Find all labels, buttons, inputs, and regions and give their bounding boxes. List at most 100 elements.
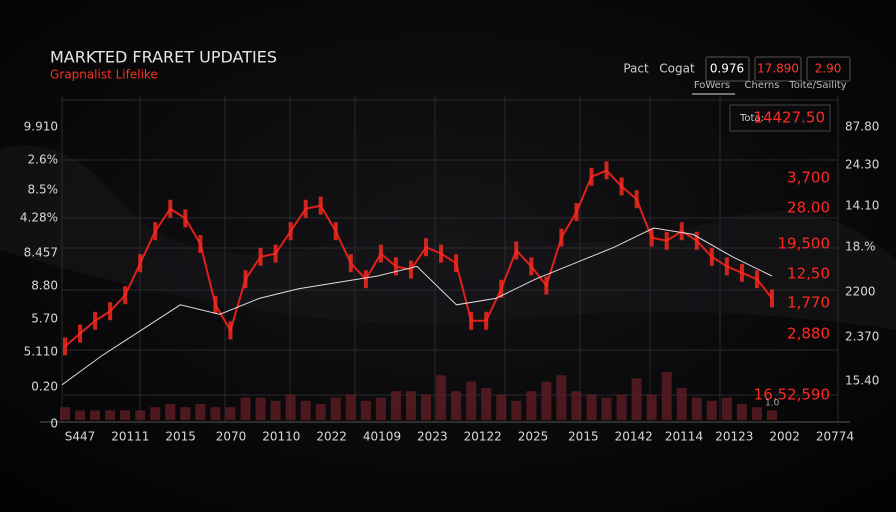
x-axis-label: 20142 xyxy=(615,430,653,444)
right-axis-label: 15.40 xyxy=(845,374,879,388)
candle xyxy=(679,222,684,241)
button-frame[interactable] xyxy=(754,56,802,82)
x-axis-label: 20114 xyxy=(665,430,703,444)
price-label: 16,52,590 xyxy=(754,386,830,404)
x-axis-label: 2015 xyxy=(568,430,599,444)
left-axis-label: 9.910 xyxy=(24,120,58,134)
left-axis-label: 0.20 xyxy=(31,380,58,394)
volume-bar xyxy=(496,394,507,420)
candle xyxy=(649,228,654,247)
volume-bar xyxy=(210,407,221,420)
candle xyxy=(604,161,609,180)
price-label: 28.00 xyxy=(787,199,830,217)
x-axis-label: S447 xyxy=(65,430,96,444)
candle xyxy=(243,270,248,289)
right-axis-label: 2200 xyxy=(845,285,876,299)
volume-bar xyxy=(240,397,251,420)
button-frame[interactable] xyxy=(806,56,851,82)
candle xyxy=(348,254,353,273)
candle xyxy=(213,295,218,314)
volume-bar xyxy=(285,394,296,420)
total-value: 14427.50 xyxy=(753,109,825,127)
x-axis-label: 20122 xyxy=(464,430,502,444)
candle xyxy=(318,196,323,215)
volume-bar xyxy=(541,381,552,420)
x-axis-label: 2002 xyxy=(769,430,800,444)
price-label: 2,880 xyxy=(787,325,830,343)
candle xyxy=(664,231,669,250)
left-axis-label: 8.80 xyxy=(31,279,58,293)
volume-bar xyxy=(556,375,567,420)
title: MARKTED FRARET UPDATIES xyxy=(50,48,277,67)
toolbar-tab: Toite/Saility xyxy=(788,80,846,91)
candle xyxy=(138,254,143,273)
volume-bar xyxy=(466,381,477,420)
candle xyxy=(469,311,474,330)
candle xyxy=(739,263,744,282)
right-axis-label: 87.80 xyxy=(845,120,879,134)
candle xyxy=(619,177,624,196)
volume-bar xyxy=(300,400,311,420)
volume-bar xyxy=(90,410,101,420)
right-axis-label: 24.30 xyxy=(845,158,879,172)
candle xyxy=(168,199,173,218)
volume-bar xyxy=(120,410,131,420)
volume-bar xyxy=(751,407,762,420)
candle xyxy=(198,235,203,253)
toolbar-item: Pact xyxy=(623,62,649,76)
volume-bar xyxy=(571,391,582,420)
volume-bar xyxy=(225,407,236,420)
x-axis-label: 2015 xyxy=(165,430,196,444)
volume-bar xyxy=(691,397,702,420)
candle xyxy=(454,254,459,273)
price-label: 1,770 xyxy=(787,294,830,312)
candle xyxy=(258,247,263,266)
volume-bar xyxy=(481,388,492,420)
button-frame[interactable] xyxy=(705,56,750,82)
x-axis-label: 20774 xyxy=(816,430,854,444)
candle xyxy=(93,311,98,330)
candle xyxy=(709,247,714,266)
price-label: 19,500 xyxy=(778,235,831,253)
volume-bar xyxy=(345,394,356,420)
volume-bar xyxy=(75,410,86,420)
left-axis-label: 8.5% xyxy=(28,183,59,197)
candle xyxy=(108,302,113,321)
candle xyxy=(499,279,504,298)
candle xyxy=(153,222,158,241)
candle xyxy=(439,244,444,263)
candle xyxy=(589,167,594,186)
volume-bar xyxy=(135,410,146,420)
x-axis-label: 20110 xyxy=(262,430,300,444)
toolbar-item: 2.90 xyxy=(815,62,842,76)
candle xyxy=(754,270,759,289)
volume-bar xyxy=(451,391,462,420)
x-axis-label: 2070 xyxy=(216,430,247,444)
price-label: 3,700 xyxy=(787,169,830,187)
candle xyxy=(78,324,83,343)
toolbar-tab: Cherns xyxy=(745,80,780,91)
candle xyxy=(183,209,188,228)
candle xyxy=(574,203,579,221)
volume-bar xyxy=(601,397,612,420)
volume-bar xyxy=(436,375,447,420)
volume-bar xyxy=(405,391,416,420)
volume-bar xyxy=(255,397,266,420)
toolbar-item: Cogat xyxy=(659,62,695,76)
total-box xyxy=(729,104,831,132)
volume-bar xyxy=(150,407,161,420)
candle xyxy=(123,286,128,305)
volume-bar xyxy=(180,407,191,420)
volume-bar xyxy=(105,410,116,420)
candle xyxy=(408,260,413,279)
volume-bar xyxy=(586,394,597,420)
subtitle: Grapnalist Lifelike xyxy=(50,68,158,82)
x-axis-label: 20123 xyxy=(715,430,753,444)
x-axis-label: 40109 xyxy=(363,430,401,444)
volume-bar xyxy=(721,397,732,420)
volume-bar xyxy=(390,391,401,420)
candle xyxy=(378,244,383,263)
right-axis-label: 2.370 xyxy=(845,330,879,344)
candle xyxy=(424,238,429,257)
volume-bar xyxy=(676,388,687,420)
